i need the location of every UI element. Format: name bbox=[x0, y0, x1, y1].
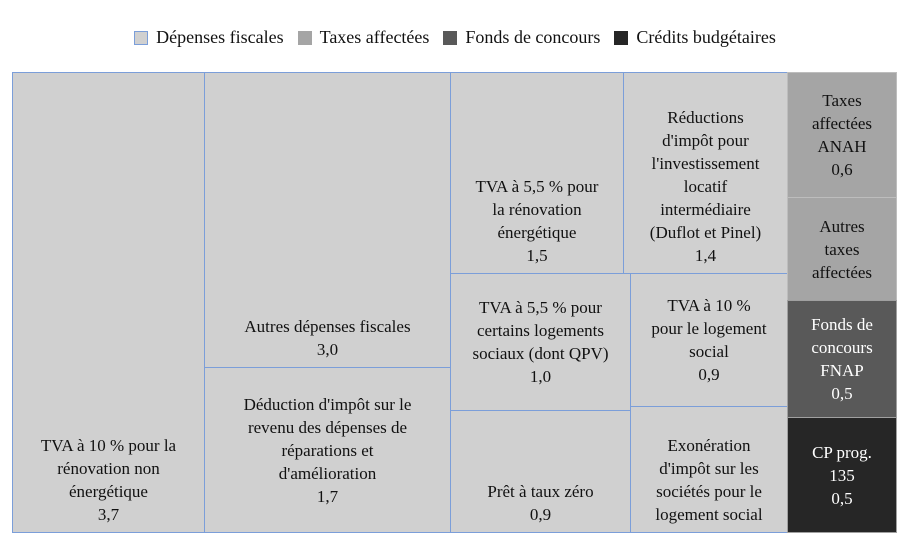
tile-label: énergétique bbox=[497, 223, 577, 242]
treemap-tile: Réductions d'impôt pour l'investissement lo… bbox=[623, 72, 788, 274]
tile-label: Exonération bbox=[667, 436, 751, 455]
tile-label: d'impôt sur les bbox=[659, 459, 759, 478]
tile-value: 1,4 bbox=[694, 246, 717, 265]
tile-label: locatif bbox=[683, 177, 728, 196]
tile-value: 0,6 bbox=[831, 160, 853, 179]
treemap-tile: Exonération d'impôt sur les sociétés pour … bbox=[630, 406, 788, 533]
tile-label: social bbox=[689, 342, 729, 361]
tile-label: TVA à 10 % bbox=[667, 296, 751, 315]
tile-label: TVA à 5,5 % pour bbox=[475, 177, 599, 196]
tile-label: affectées bbox=[811, 114, 873, 133]
tile-label: l'investissement bbox=[651, 154, 760, 173]
treemap-tile: Fonds de concours FNAP 0,5 bbox=[787, 300, 897, 418]
tile-label: FNAP bbox=[820, 361, 864, 380]
legend-entry: Fonds de concours bbox=[443, 27, 600, 48]
tile-value: 1,7 bbox=[316, 486, 339, 506]
legend-entry: Taxes affectées bbox=[297, 27, 430, 48]
tile-label: CP prog. bbox=[812, 442, 872, 462]
tile-label: réparations et bbox=[281, 440, 374, 460]
tile-label: Prêt à taux zéro bbox=[487, 482, 594, 501]
tile-label: la rénovation bbox=[492, 200, 582, 219]
tile-label: énergétique bbox=[69, 482, 148, 501]
tile-label: 135 bbox=[829, 465, 855, 485]
tile-label: intermédiaire bbox=[660, 200, 751, 219]
legend-label: Dépenses fiscales bbox=[156, 27, 284, 47]
legend-swatch bbox=[614, 30, 629, 45]
treemap-tile: Prêt à taux zéro 0,9 bbox=[450, 410, 631, 533]
legend-swatch bbox=[297, 30, 312, 45]
legend-swatch bbox=[134, 30, 149, 45]
tile-value: 1,0 bbox=[529, 367, 552, 386]
tile-label: (Duflot et Pinel) bbox=[649, 223, 762, 242]
tile-value: 0,5 bbox=[831, 488, 853, 508]
tile-value: 1,5 bbox=[526, 246, 548, 265]
tile-value: 3,7 bbox=[97, 505, 120, 524]
tile-label: Autres bbox=[819, 216, 865, 236]
tile-value: 0,5 bbox=[831, 384, 853, 403]
tile-label: revenu des dépenses de bbox=[247, 417, 408, 437]
treemap-tile: Autres taxes affectées bbox=[787, 197, 897, 301]
tile-label: Autres dépenses fiscales bbox=[244, 317, 411, 336]
legend-swatch bbox=[443, 30, 458, 45]
tile-label: Fonds de bbox=[811, 315, 873, 334]
treemap-tile: TVA à 10 % pour le logement social 0,9 bbox=[630, 273, 788, 407]
legend-label: Crédits budgétaires bbox=[636, 27, 776, 47]
tile-value: 0,9 bbox=[698, 365, 720, 384]
tile-label: TVA à 5,5 % pour bbox=[479, 298, 602, 317]
tile-value: 3,0 bbox=[316, 340, 339, 359]
legend-entry: Crédits budgétaires bbox=[614, 27, 776, 48]
tile-label: Réductions bbox=[667, 108, 744, 127]
tile-label: certains logements bbox=[477, 321, 604, 340]
legend-entry: Dépenses fiscales bbox=[134, 27, 284, 48]
legend: Dépenses fiscales Taxes affectées Fonds de… bbox=[0, 27, 910, 48]
treemap-tile: TVA à 5,5 % pour la rénovation énergétique… bbox=[450, 72, 624, 274]
treemap-tile: Déduction d'impôt sur le revenu des dépen… bbox=[204, 367, 451, 533]
tile-label: d'amélioration bbox=[278, 463, 377, 483]
tile-label: taxes bbox=[824, 239, 860, 259]
legend-label: Taxes affectées bbox=[319, 27, 430, 47]
tile-label: sociaux (dont QPV) bbox=[472, 344, 609, 363]
tile-label: TVA à 10 % pour la bbox=[40, 436, 177, 455]
tile-label: concours bbox=[811, 338, 873, 357]
treemap-tile: TVA à 5,5 % pour certains logements sociau… bbox=[450, 273, 631, 411]
tile-label: logement social bbox=[655, 505, 763, 524]
treemap-tile: Taxes affectées ANAH 0,6 bbox=[787, 72, 897, 198]
tile-value: 0,9 bbox=[529, 505, 552, 524]
tile-label: affectées bbox=[811, 262, 873, 282]
tile-label: d'impôt pour bbox=[662, 131, 749, 150]
tile-label: rénovation non bbox=[57, 459, 160, 478]
treemap-tile: TVA à 10 % pour la rénovation non énergéti… bbox=[12, 72, 205, 533]
tile-label: Taxes bbox=[822, 91, 862, 110]
legend-label: Fonds de concours bbox=[465, 27, 601, 47]
tile-label: pour le logement bbox=[651, 319, 767, 338]
tile-label: ANAH bbox=[817, 137, 867, 156]
treemap-tile: CP prog. 135 0,5 bbox=[787, 417, 897, 533]
tile-label: Déduction d'impôt sur le bbox=[243, 394, 412, 414]
treemap-tile: Autres dépenses fiscales 3,0 bbox=[204, 72, 451, 368]
tile-label: sociétés pour le bbox=[656, 482, 762, 501]
